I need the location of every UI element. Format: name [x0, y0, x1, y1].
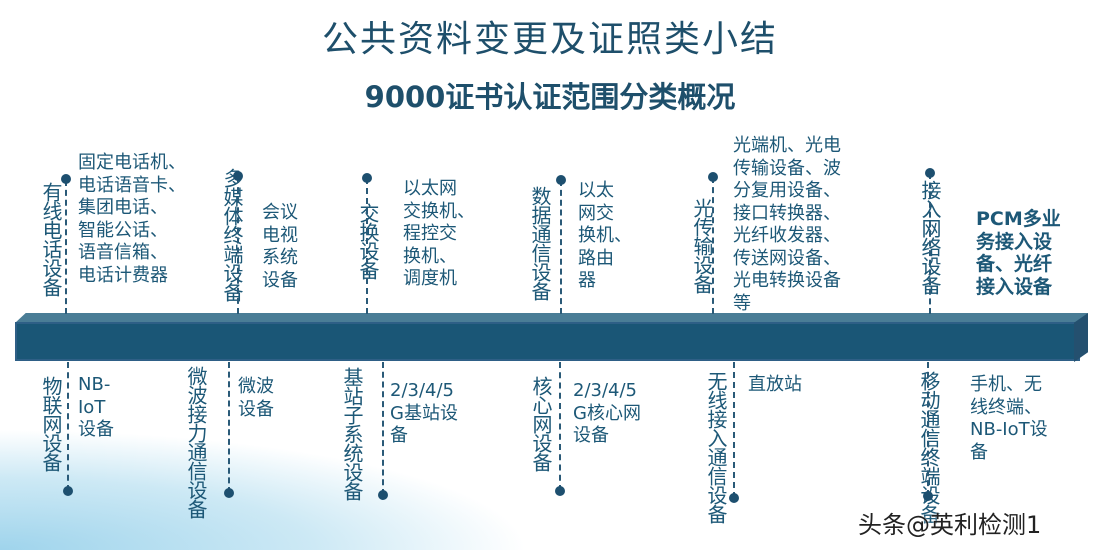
top-description-3: 以太网 交换机、 程控交 换机、 调度机 [403, 178, 475, 289]
connector-dot [378, 490, 388, 500]
top-category-5: 光传输设备 [690, 198, 714, 293]
bottom-category-4: 核心网设备 [529, 376, 553, 471]
connector-dot [61, 174, 71, 184]
watermark: 头条@英利检测1 [858, 511, 1042, 539]
connector-line [927, 362, 929, 496]
bottom-category-2: 微波接力通信设备 [184, 366, 208, 518]
top-description-2: 会议 电视 系统 设备 [262, 202, 298, 291]
timeline-bar-top [15, 313, 1088, 323]
bottom-category-3: 基站子系统设备 [340, 367, 364, 500]
bottom-category-1: 物联网设备 [39, 376, 63, 471]
timeline-bar-end [1074, 313, 1088, 362]
connector-line [733, 362, 735, 498]
connector-line [366, 178, 368, 314]
connector-dot [555, 486, 565, 496]
connector-line [712, 177, 714, 314]
bottom-description-4: 2/3/4/5 G核心网 设备 [573, 380, 641, 446]
top-description-1: 固定电话机、 电话语音卡、 集团电话、 智能公话、 语音信箱、 电话计费器 [78, 152, 186, 286]
bottom-description-2: 微波 设备 [238, 376, 274, 420]
bottom-description-6: 手机、无 线终端、 NB-IoT设 备 [970, 374, 1048, 463]
connector-dot [556, 175, 566, 185]
top-description-5: 光端机、光电 传输设备、波 分复用设备、 接口转换器、 光纤收发器、 传送网设备… [733, 135, 841, 314]
connector-line [67, 362, 69, 491]
connector-dot [63, 486, 73, 496]
bottom-category-5: 无线接入通信设备 [704, 371, 728, 523]
background-swoosh [0, 390, 700, 550]
top-category-2: 多媒体终端设备 [220, 168, 244, 301]
connector-line [237, 177, 239, 314]
timeline-bar [15, 322, 1080, 361]
connector-dot [224, 488, 234, 498]
connector-line [929, 173, 931, 314]
connector-dot [362, 173, 372, 183]
page-title: 公共资料变更及证照类小结 [321, 19, 778, 60]
bottom-description-5: 直放站 [748, 374, 802, 395]
top-category-3: 交换设备 [356, 203, 380, 279]
bottom-description-3: 2/3/4/5 G基站设 备 [390, 380, 458, 446]
connector-line [382, 362, 384, 495]
connector-line [228, 362, 230, 493]
connector-dot [729, 493, 739, 503]
top-category-4: 数据通信设备 [528, 186, 552, 300]
top-description-6: PCM多业 务接入设 备、光纤 接入设备 [976, 208, 1061, 298]
connector-dot [708, 172, 718, 182]
connector-line [560, 180, 562, 314]
connector-dot [923, 491, 933, 501]
connector-line [559, 362, 561, 491]
connector-dot [925, 168, 935, 178]
bottom-description-1: NB- IoT 设备 [78, 374, 114, 440]
top-category-1: 有线电话设备 [39, 182, 63, 296]
connector-dot [233, 171, 243, 181]
page-subtitle: 9000证书认证范围分类概况 [364, 80, 736, 114]
connector-line [65, 180, 67, 314]
top-description-4: 以太 网交 换机、 路由 器 [578, 180, 632, 291]
